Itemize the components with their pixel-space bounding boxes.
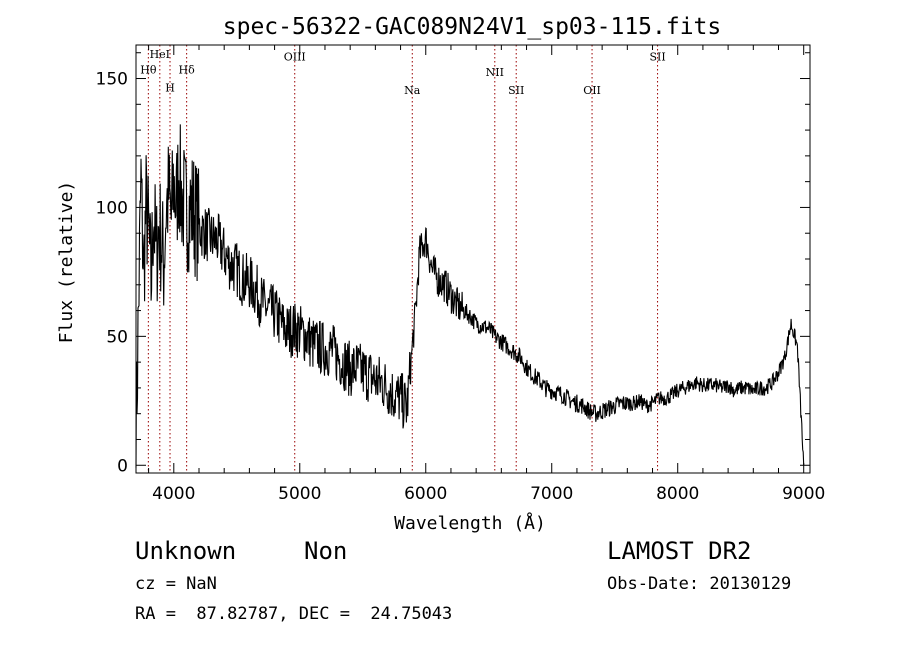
x-tick-label: 9000	[782, 484, 825, 504]
object-subclass: Non	[304, 537, 348, 565]
y-tick-label: 100	[96, 198, 128, 218]
x-tick-label: 5000	[278, 484, 321, 504]
line-marker-label: Hθ	[140, 63, 157, 76]
line-marker-label: SII	[649, 50, 665, 63]
y-tick-label: 0	[117, 456, 128, 476]
line-marker-label: NII	[486, 66, 504, 79]
y-tick-label: 150	[96, 70, 128, 90]
object-class: Unknown	[135, 537, 237, 565]
x-tick-label: 4000	[152, 484, 195, 504]
spectrum-line	[135, 124, 805, 468]
survey-name: LAMOST DR2	[607, 537, 752, 565]
chart-title: spec-56322-GAC089N24V1_sp03-115.fits	[223, 14, 722, 40]
redshift-text: cz = NaN	[135, 574, 217, 594]
x-tick-label: 6000	[404, 484, 447, 504]
coordinates-text: RA = 87.82787, DEC = 24.75043	[135, 604, 453, 624]
emission-line-markers: Hθ HeI H Hδ OIII Na NII SII OII SII	[140, 45, 666, 473]
line-marker-label: SII	[508, 84, 524, 97]
line-marker-label: HeI	[150, 48, 170, 61]
line-marker-label: Na	[404, 84, 421, 97]
x-axis-ticks: 4000 5000 6000 7000 8000 9000	[148, 45, 825, 504]
x-axis-label: Wavelength (Å)	[394, 512, 546, 534]
line-marker-label: OIII	[284, 50, 306, 63]
obs-date-text: Obs-Date: 20130129	[607, 574, 792, 594]
line-marker-label: H	[165, 81, 175, 94]
y-axis-ticks: 0 50 100 150	[96, 52, 810, 476]
y-tick-label: 50	[106, 327, 128, 347]
x-tick-label: 8000	[656, 484, 699, 504]
spectrum-chart: spec-56322-GAC089N24V1_sp03-115.fits HθH…	[56, 14, 825, 534]
line-marker-label: OII	[583, 84, 601, 97]
y-axis-label: Flux (relative)	[56, 181, 77, 344]
x-tick-label: 7000	[530, 484, 573, 504]
line-marker-label: Hδ	[179, 63, 196, 76]
